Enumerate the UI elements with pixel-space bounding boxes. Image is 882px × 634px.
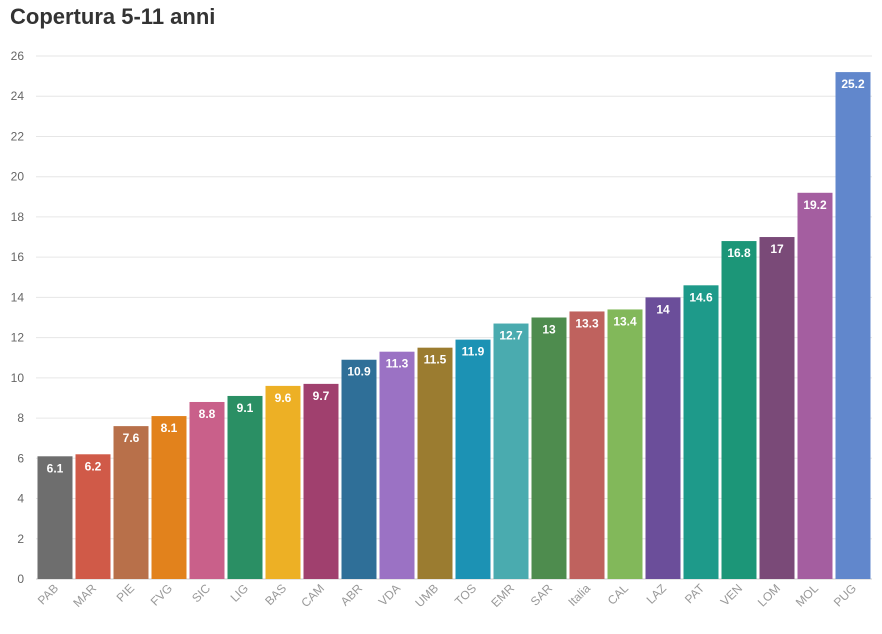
x-tick-label: CAL xyxy=(605,581,632,608)
bar-pat xyxy=(683,285,719,579)
x-tick-label: MOL xyxy=(793,581,822,610)
bar-lom xyxy=(759,237,795,580)
x-tick-label: PAT xyxy=(682,581,708,607)
data-label: 25.2 xyxy=(841,77,865,91)
bar-sar xyxy=(531,317,567,579)
x-tick-label: EMR xyxy=(488,581,517,610)
data-label: 7.6 xyxy=(123,431,140,445)
x-tick-label: PIE xyxy=(114,581,138,605)
y-tick-label: 18 xyxy=(11,210,25,224)
data-label: 6.1 xyxy=(47,461,64,475)
bar-mol xyxy=(797,192,833,580)
data-label: 19.2 xyxy=(803,198,827,212)
data-label: 11.9 xyxy=(462,345,485,359)
bar-italia xyxy=(569,311,605,579)
x-tick-label: LIG xyxy=(228,581,252,605)
y-tick-label: 20 xyxy=(11,170,25,184)
x-tick-label: ABR xyxy=(338,581,366,609)
x-tick-label: MAR xyxy=(70,581,99,610)
y-tick-label: 2 xyxy=(17,532,24,546)
y-tick-label: 6 xyxy=(17,451,24,465)
x-tick-label: PAB xyxy=(35,581,61,607)
data-label: 6.2 xyxy=(85,459,102,473)
y-tick-label: 14 xyxy=(11,290,25,304)
y-tick-label: 12 xyxy=(11,331,25,345)
data-label: 13.3 xyxy=(575,316,599,330)
bar-bas xyxy=(265,385,301,579)
x-tick-label: TOS xyxy=(452,581,479,608)
bar-tos xyxy=(455,339,491,579)
y-tick-label: 4 xyxy=(17,492,24,506)
data-label: 17 xyxy=(770,242,784,256)
bar-sic xyxy=(189,401,225,579)
x-tick-label: PUG xyxy=(831,581,859,609)
x-tick-label: LOM xyxy=(755,581,783,609)
bar-pab xyxy=(37,456,73,579)
data-label: 14 xyxy=(656,302,670,316)
bar-pie xyxy=(113,426,149,579)
data-label: 9.7 xyxy=(313,389,330,403)
x-tick-label: Italia xyxy=(565,581,593,609)
x-tick-label: VEN xyxy=(718,581,745,608)
y-tick-label: 26 xyxy=(11,49,25,63)
data-label: 8.1 xyxy=(161,421,178,435)
bars: 6.1 6.2 7.6 8.1 8.8 9.1 9.6 9.7 10.9 11.3 11.5 11.9… xyxy=(37,72,871,580)
bar-umb xyxy=(417,347,453,579)
bar-cam xyxy=(303,383,339,579)
x-tick-label: UMB xyxy=(412,581,441,610)
x-tick-label: CAM xyxy=(298,581,327,610)
data-label: 11.5 xyxy=(424,353,447,367)
x-tick-label: SAR xyxy=(528,581,556,609)
bar-abr xyxy=(341,359,377,579)
bar-laz xyxy=(645,297,681,579)
data-label: 16.8 xyxy=(727,246,751,260)
x-tick-label: LAZ xyxy=(644,581,669,606)
y-tick-label: 24 xyxy=(11,89,25,103)
bar-vda xyxy=(379,351,415,579)
data-label: 14.6 xyxy=(689,290,713,304)
x-tick-label: SIC xyxy=(189,581,213,605)
x-axis-ticks: PAB MAR PIE FVG SIC LIG BAS CAM ABR VDA UMB TOS EMR S… xyxy=(35,581,859,610)
y-tick-label: 10 xyxy=(11,371,25,385)
x-tick-label: BAS xyxy=(262,581,289,608)
y-tick-label: 22 xyxy=(11,129,25,143)
data-label: 9.1 xyxy=(237,401,254,415)
x-tick-label: VDA xyxy=(376,581,403,608)
bar-emr xyxy=(493,323,529,579)
data-label: 9.6 xyxy=(275,391,292,405)
bar-pug xyxy=(835,72,871,579)
data-label: 10.9 xyxy=(347,365,371,379)
bar-ven xyxy=(721,241,757,580)
data-label: 12.7 xyxy=(499,329,523,343)
data-label: 13 xyxy=(542,323,556,337)
chart-title: Copertura 5-11 anni xyxy=(10,4,216,29)
data-label: 13.4 xyxy=(613,314,637,328)
bar-mar xyxy=(75,454,111,579)
y-tick-label: 8 xyxy=(17,411,24,425)
bar-fvg xyxy=(151,416,187,579)
y-tick-label: 0 xyxy=(17,572,24,586)
y-tick-label: 16 xyxy=(11,250,25,264)
bar-lig xyxy=(227,395,263,579)
data-label: 8.8 xyxy=(199,407,216,421)
x-tick-label: FVG xyxy=(148,581,175,608)
data-label: 11.3 xyxy=(386,357,409,371)
bar-cal xyxy=(607,309,643,579)
